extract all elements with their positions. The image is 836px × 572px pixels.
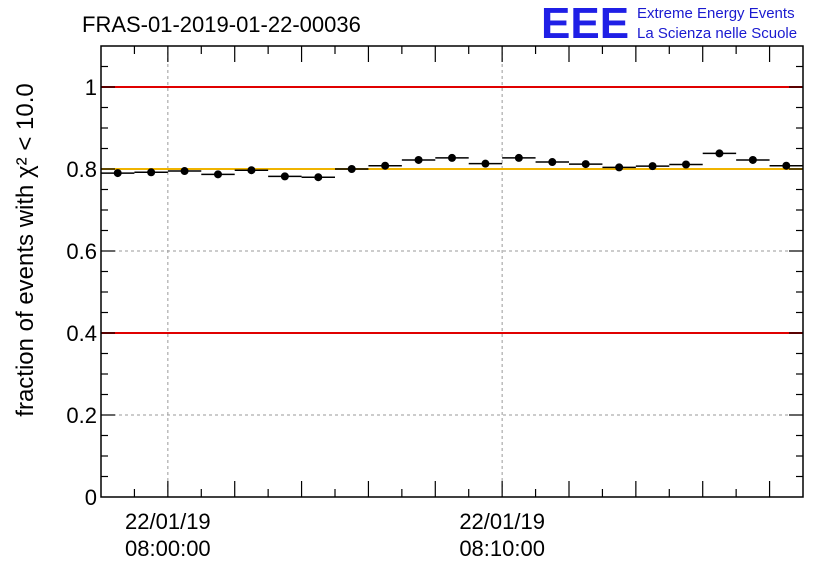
data-point-marker-2 — [180, 167, 189, 176]
data-point-19 — [736, 155, 770, 164]
data-point-marker-13 — [548, 158, 557, 167]
data-point-10 — [435, 153, 469, 162]
data-point-0 — [101, 169, 135, 178]
y-tick-labels: 0 0.2 0.4 0.6 0.8 1 — [66, 75, 97, 510]
eee-logo-line2: La Scienza nelle Scuole — [637, 25, 797, 42]
x-tick-label-time-0: 08:00:00 — [125, 536, 211, 561]
data-point-18 — [702, 149, 737, 158]
data-point-marker-16 — [648, 162, 657, 171]
data-point-17 — [669, 160, 703, 169]
data-point-marker-14 — [581, 160, 590, 169]
data-point-15 — [602, 163, 636, 172]
data-point-marker-7 — [347, 165, 356, 173]
data-point-marker-19 — [748, 155, 757, 164]
plot-frame — [100, 45, 804, 498]
data-point-7 — [335, 165, 369, 173]
data-point-5 — [268, 172, 302, 181]
data-point-8 — [368, 161, 402, 170]
data-point-2 — [167, 167, 202, 176]
data-point-marker-20 — [782, 161, 791, 170]
data-point-marker-5 — [280, 172, 289, 181]
data-point-marker-11 — [481, 159, 490, 168]
x-tick-label-time-1: 08:10:00 — [459, 536, 545, 561]
y-tick-label-3: 0.6 — [66, 239, 97, 264]
data-point-marker-8 — [381, 161, 390, 170]
data-point-13 — [535, 158, 569, 167]
y-tick-label-2: 0.4 — [66, 321, 97, 346]
y-tick-label-4: 0.8 — [66, 157, 97, 182]
eee-logo-line1: Extreme Energy Events — [637, 5, 795, 22]
x-tick-label-date-0: 22/01/19 — [125, 509, 211, 534]
data-point-marker-10 — [448, 153, 456, 162]
data-point-3 — [201, 170, 235, 179]
y-tick-label-0: 0 — [85, 485, 97, 510]
data-point-marker-18 — [715, 149, 724, 158]
data-point-marker-15 — [615, 163, 624, 172]
data-point-4 — [234, 166, 269, 175]
data-point-marker-0 — [113, 169, 122, 178]
y-tick-label-1: 0.2 — [66, 403, 97, 428]
grid — [101, 46, 803, 497]
data-point-20 — [769, 161, 803, 170]
eee-logo: EEE Extreme Energy Events La Scienza nel… — [541, 0, 797, 48]
axis-ticks — [101, 46, 803, 497]
data-point-16 — [635, 162, 670, 171]
data-point-marker-3 — [214, 170, 222, 179]
data-point-marker-17 — [682, 160, 690, 169]
data-point-1 — [134, 168, 168, 177]
data-point-12 — [502, 153, 536, 162]
x-tick-label-date-1: 22/01/19 — [459, 509, 545, 534]
data-points — [101, 149, 803, 182]
eee-logo-mark: EEE — [541, 0, 629, 48]
data-point-11 — [468, 159, 503, 168]
data-point-marker-1 — [147, 168, 156, 177]
data-point-9 — [401, 155, 436, 164]
y-tick-label-5: 1 — [85, 75, 97, 100]
data-point-6 — [301, 173, 335, 182]
data-point-marker-6 — [314, 173, 323, 182]
data-point-14 — [569, 160, 603, 169]
reference-lines — [101, 86, 803, 334]
chart-title: FRAS-01-2019-01-22-00036 — [82, 12, 361, 37]
data-point-marker-12 — [514, 153, 523, 162]
data-point-marker-9 — [414, 155, 423, 164]
data-point-marker-4 — [247, 166, 256, 175]
y-axis-label: fraction of events with χ² < 10.0 — [12, 83, 39, 416]
